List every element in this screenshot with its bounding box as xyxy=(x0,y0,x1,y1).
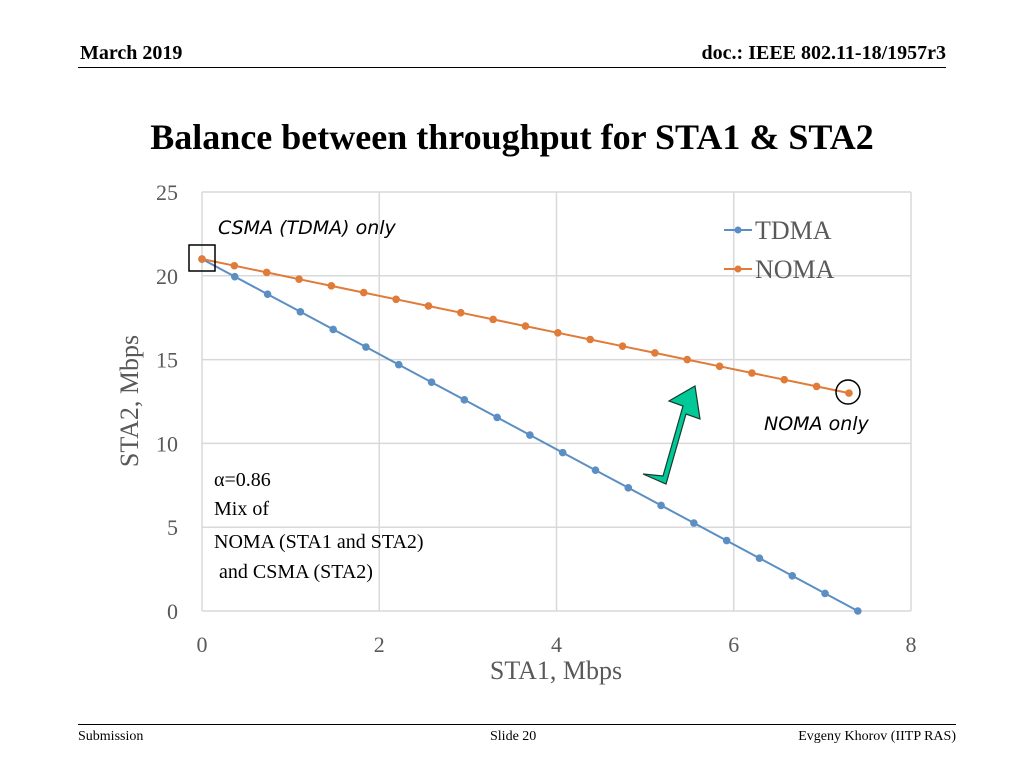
data-point-tdma xyxy=(657,501,665,510)
data-point-tdma xyxy=(755,554,764,563)
y-tick-label: 15 xyxy=(156,348,178,373)
data-point-tdma xyxy=(558,448,567,457)
legend-marker-noma xyxy=(734,265,742,273)
data-point-tdma xyxy=(362,343,370,351)
data-point-noma xyxy=(424,302,433,310)
legend: TDMA NOMA xyxy=(724,216,835,284)
data-point-noma xyxy=(748,369,756,377)
series-layer xyxy=(198,255,862,615)
footer-slide-number: Slide 20 xyxy=(490,729,537,744)
legend-marker-tdma xyxy=(734,226,742,234)
data-point-tdma xyxy=(493,413,501,422)
data-point-noma xyxy=(651,349,659,357)
data-point-noma xyxy=(295,275,303,283)
data-point-noma xyxy=(521,322,530,330)
data-point-noma xyxy=(586,335,594,344)
x-axis-title: STA1, Mbps xyxy=(490,656,622,685)
data-point-noma xyxy=(230,261,239,270)
data-point-noma xyxy=(554,328,562,337)
data-point-tdma xyxy=(427,378,436,387)
data-point-tdma xyxy=(788,572,797,580)
x-tick-label: 4 xyxy=(551,632,562,657)
alpha-label: α=0.86 xyxy=(214,469,271,491)
noma-only-marker-circle xyxy=(835,379,861,405)
csma-only-label: CSMA (TDMA) only xyxy=(218,217,397,239)
data-point-noma xyxy=(812,382,821,391)
legend-label-tdma: TDMA xyxy=(755,216,832,245)
data-point-tdma xyxy=(690,519,698,527)
x-tick-label: 6 xyxy=(728,632,739,657)
header-rule xyxy=(78,67,946,68)
data-point-noma xyxy=(327,282,336,290)
y-tick-label: 10 xyxy=(156,431,178,456)
data-point-tdma xyxy=(296,308,305,316)
improvement-arrow xyxy=(642,385,701,485)
data-point-noma xyxy=(845,389,853,397)
footer-submission: Submission xyxy=(78,729,144,744)
data-point-tdma xyxy=(460,396,469,404)
data-point-tdma xyxy=(263,290,272,299)
data-point-tdma xyxy=(854,607,862,615)
data-point-tdma xyxy=(591,466,600,475)
data-point-noma xyxy=(198,255,206,263)
x-tick-label: 0 xyxy=(197,632,208,657)
mix-line-2: NOMA (STA1 and STA2) xyxy=(214,531,424,553)
data-point-noma xyxy=(683,355,692,364)
csma-only-marker-box xyxy=(188,244,216,272)
mix-line-3: and CSMA (STA2) xyxy=(214,561,373,583)
data-point-noma xyxy=(456,308,465,317)
throughput-chart: 0 5 10 15 20 25 0 2 4 6 8 STA1, Mbps STA2, Mbps TD… xyxy=(115,180,917,685)
mix-line-1: Mix of xyxy=(214,498,269,520)
data-point-tdma xyxy=(394,360,403,369)
legend-label-noma: NOMA xyxy=(755,255,835,284)
data-point-noma xyxy=(392,295,400,304)
data-point-noma xyxy=(489,315,497,324)
data-point-tdma xyxy=(624,484,633,492)
x-tick-label: 2 xyxy=(374,632,385,657)
y-axis-title: STA2, Mbps xyxy=(115,335,144,467)
y-tick-label: 25 xyxy=(156,180,178,205)
data-point-noma xyxy=(262,268,271,277)
data-point-tdma xyxy=(526,431,534,439)
tick-layer: 0 5 10 15 20 25 0 2 4 6 8 xyxy=(156,180,917,657)
y-tick-label: 20 xyxy=(156,264,178,289)
x-tick-label: 8 xyxy=(906,632,917,657)
data-point-noma xyxy=(715,362,724,371)
footer-rule xyxy=(78,724,956,725)
data-point-tdma xyxy=(821,589,829,598)
header-doc-id: doc.: IEEE 802.11-18/1957r3 xyxy=(701,42,946,64)
data-point-noma xyxy=(618,342,627,350)
data-point-tdma xyxy=(722,536,731,545)
noma-only-label: NOMA only xyxy=(764,413,870,435)
data-point-noma xyxy=(780,375,789,384)
data-point-noma xyxy=(359,288,368,297)
y-tick-label: 5 xyxy=(167,515,178,540)
data-point-tdma xyxy=(230,272,239,281)
y-tick-label: 0 xyxy=(167,599,178,624)
footer-author: Evgeny Khorov (IITP RAS) xyxy=(798,729,956,744)
data-point-tdma xyxy=(329,325,337,334)
header-date: March 2019 xyxy=(80,42,183,64)
slide-title: Balance between throughput for STA1 & ST… xyxy=(150,117,874,157)
